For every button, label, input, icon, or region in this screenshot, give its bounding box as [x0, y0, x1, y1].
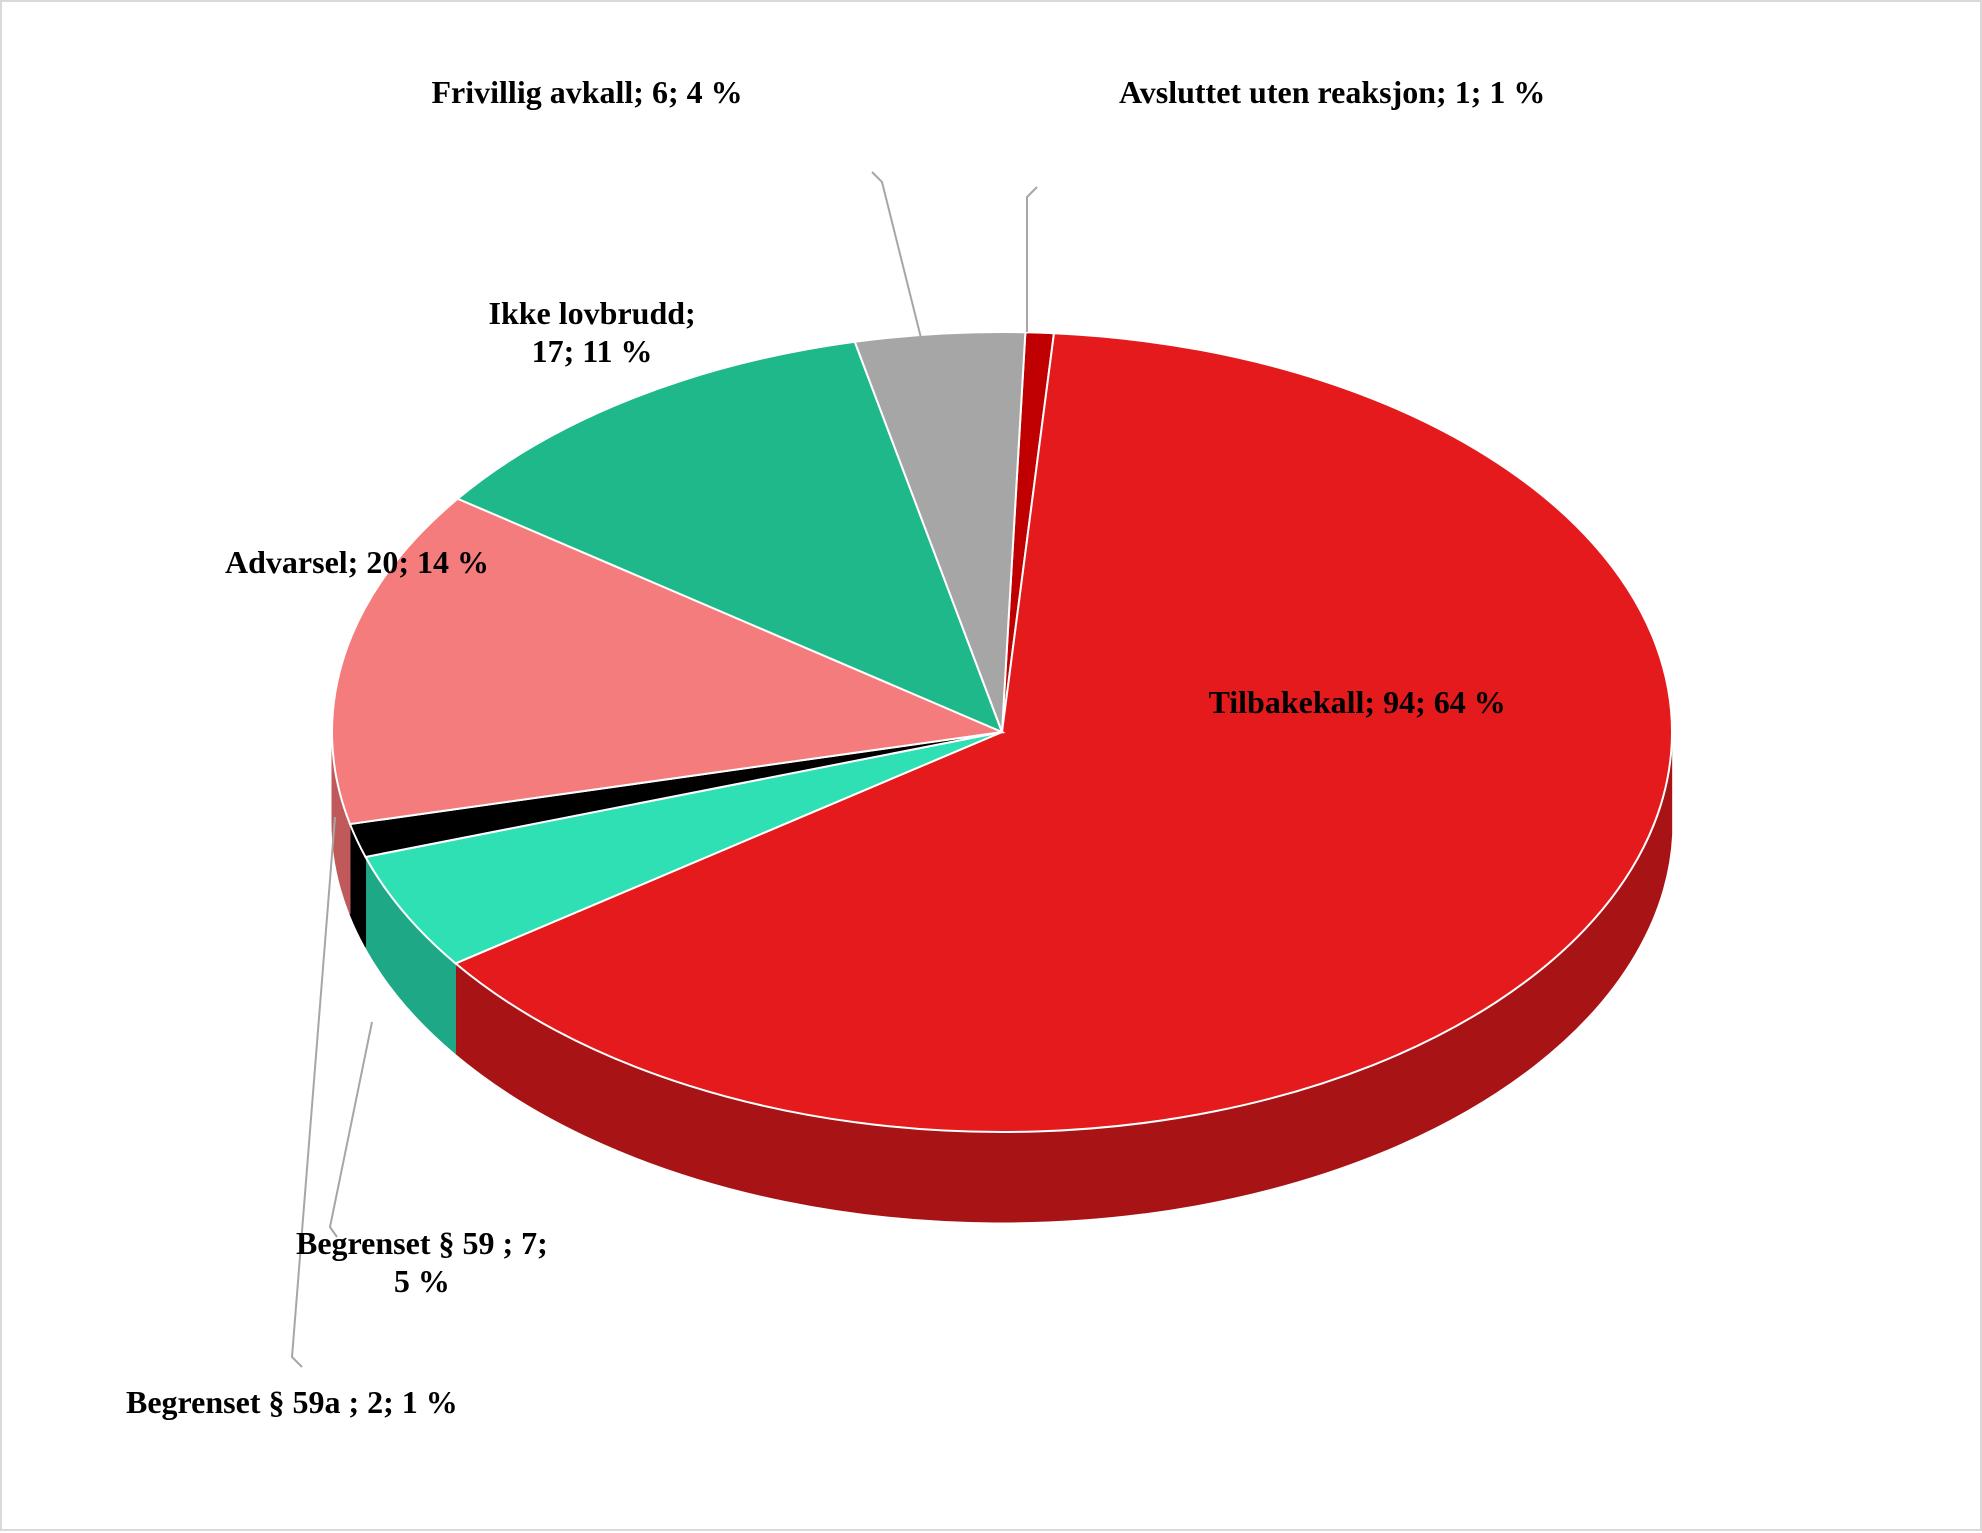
slice-label: Ikke lovbrudd; 17; 11 % — [489, 294, 696, 371]
leader-line — [330, 1022, 372, 1237]
slice-label: Begrenset § 59 ; 7; 5 % — [296, 1224, 548, 1301]
slice-label: Avsluttet uten reaksjon; 1; 1 % — [1119, 73, 1545, 111]
pie-chart-container: Avsluttet uten reaksjon; 1; 1 % Tilbakeka… — [0, 0, 1982, 1531]
slice-label: Advarsel; 20; 14 % — [225, 543, 489, 581]
slice-label: Tilbakekall; 94; 64 % — [1209, 683, 1506, 721]
slice-label: Begrenset § 59a ; 2; 1 % — [126, 1383, 458, 1421]
leader-line — [1027, 187, 1037, 332]
leader-line — [872, 172, 922, 342]
slice-label: Frivillig avkall; 6; 4 % — [432, 73, 743, 111]
pie-chart-svg — [2, 2, 1982, 1533]
